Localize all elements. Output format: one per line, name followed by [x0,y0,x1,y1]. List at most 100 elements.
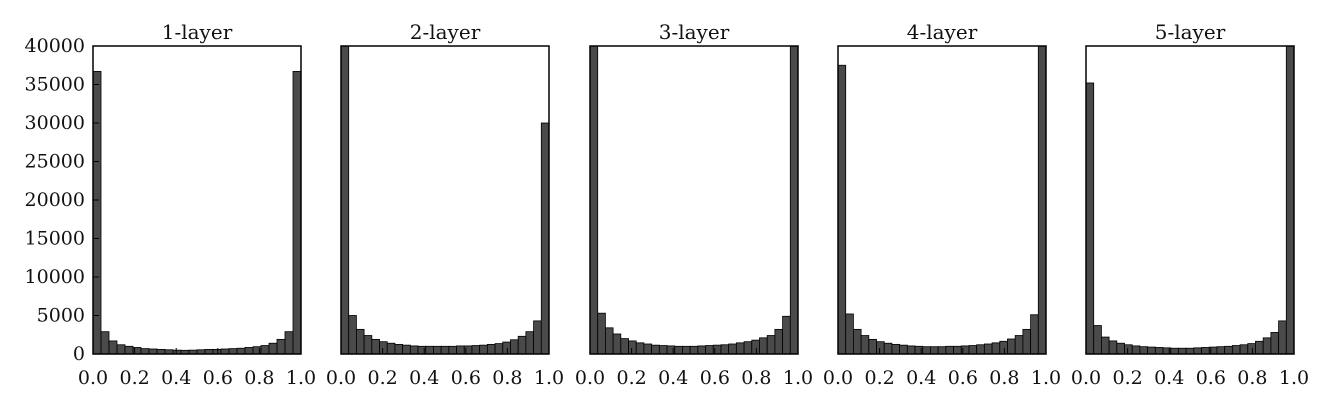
x-tick-label: 0.0 [78,367,108,389]
x-tick-label: 0.6 [700,367,730,389]
histogram-bar [976,344,985,355]
histogram-bar [999,340,1008,355]
x-tick-label: 0.4 [658,367,688,389]
histogram-bar [456,345,465,355]
histogram-bar [1255,340,1264,355]
histogram-bar [1037,45,1047,355]
histogram-bar [236,347,246,355]
histogram-bar [1093,325,1102,355]
y-tick-label: 0 [73,343,85,365]
histogram-bar [1154,347,1164,355]
histogram-bar [1178,347,1187,355]
x-tick-label: 0.4 [906,367,936,389]
histogram-bar [425,345,434,355]
histogram-bar [1278,320,1287,355]
histogram-bar [1247,343,1256,355]
histogram-bar [1116,342,1125,355]
histogram-bar [945,345,954,355]
histogram-bar [148,348,158,355]
histogram-bar [1139,346,1149,355]
histogram-bar [774,328,783,355]
y-tick-label: 30000 [25,112,85,134]
histogram-bar [597,312,606,355]
histogram-bar [1239,344,1249,355]
x-tick-label: 0.4 [1154,367,1184,389]
histogram-bar [651,344,660,355]
x-tick-label: 0.4 [409,367,439,389]
histogram-bar [876,341,885,355]
x-tick-label: 0.0 [575,367,605,389]
histogram-bar [635,342,645,355]
histogram-bar [953,345,962,355]
histogram-bar [735,342,745,355]
x-tick-label: 1.0 [534,367,564,389]
y-tick-label: 35000 [25,74,85,96]
histogram-bar [853,328,862,355]
histogram-panel: 0.0 0.2 0.4 0.6 0.8 1.0 2-layer [326,20,564,389]
histogram-bar [517,335,527,355]
histogram-bar [605,327,614,355]
histogram-panel: 0.0 0.2 0.4 0.6 0.8 1.0 5-layer [1071,20,1309,389]
histogram-bar [899,344,908,355]
histogram-bar [1224,345,1233,355]
x-tick-label: 0.2 [119,367,149,389]
y-tick-label: 40000 [25,35,85,57]
histogram-bar [268,342,278,355]
y-tick-label: 15000 [25,228,85,250]
histogram-bar [705,345,714,355]
x-tick-label: 0.6 [203,367,233,389]
histogram-bar [100,331,110,355]
histogram-bar [356,328,365,355]
histogram-bar [743,341,753,355]
x-tick-label: 0.8 [244,367,274,389]
histogram-bar [682,345,691,355]
histogram-bar [124,345,134,355]
x-tick-label: 0.8 [989,367,1019,389]
histogram-bar [782,315,791,355]
histogram-bar [1007,338,1016,355]
histogram-bar [720,344,730,355]
histogram-bar [922,346,931,355]
histogram-panel: 0.0 0.2 0.4 0.6 0.8 1.0 1-layer [78,20,316,389]
panel-title: 5-layer [1155,20,1226,44]
histogram-bar [1185,347,1195,355]
x-tick-label: 0.0 [823,367,853,389]
histogram-bar [525,331,534,355]
x-tick-label: 0.8 [1237,367,1267,389]
histogram-bar [1022,328,1031,355]
histogram-bar [1170,347,1179,355]
histogram-bar [883,342,893,355]
histogram-bar [1101,336,1110,355]
histogram-bar [697,345,706,355]
histogram-bar [937,346,947,355]
histogram-bar [220,348,230,355]
histogram-bar [1124,344,1133,355]
x-tick-label: 0.0 [326,367,356,389]
histogram-bar [1147,346,1156,355]
histogram-bar [728,343,737,355]
histogram-bar [402,344,411,355]
histogram-bar [589,45,599,355]
histogram-bar [1131,345,1141,355]
histogram-bar [260,345,270,355]
x-tick-label: 0.8 [492,367,522,389]
histogram-bar [440,345,450,355]
histogram-bar [340,45,350,355]
panel-frame [589,45,799,355]
histogram-bar [1231,345,1241,355]
histogram-bar [1030,314,1039,355]
histogram-bar [689,345,699,355]
histogram-bar [868,338,877,355]
x-tick-label: 0.2 [616,367,646,389]
y-tick-label: 25000 [25,151,85,173]
x-tick-label: 1.0 [286,367,316,389]
y-tick-label: 5000 [37,305,85,327]
panel-frame [340,45,550,355]
x-tick-label: 0.6 [1196,367,1226,389]
histogram-panel: 0.0 0.2 0.4 0.6 0.8 1.0 4-layer [823,20,1061,389]
y-tick-label: 20000 [25,189,85,211]
histogram-bar [228,348,238,355]
histogram-bar [502,341,511,355]
histogram-bar [1201,347,1210,355]
